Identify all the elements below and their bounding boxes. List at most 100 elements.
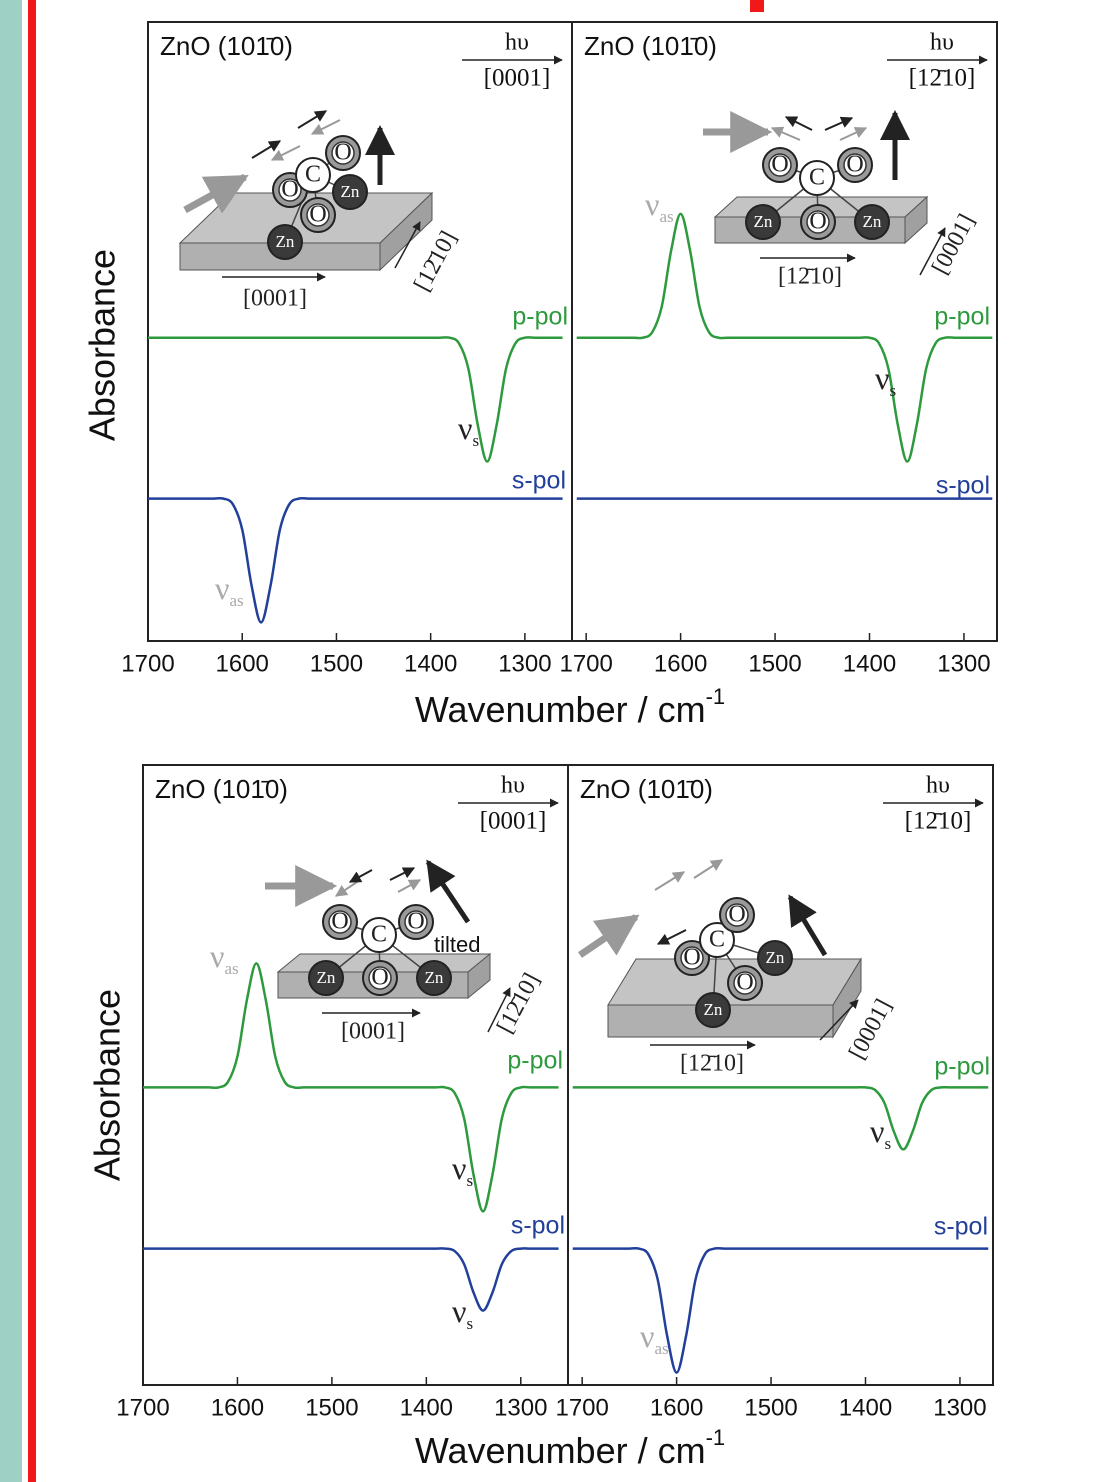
peak-subscript: as bbox=[224, 959, 238, 978]
schematic-arrow bbox=[656, 929, 687, 945]
atom-ring bbox=[331, 141, 355, 165]
legend-label: p-pol bbox=[934, 1053, 990, 1081]
atom-label: Zn bbox=[425, 968, 444, 987]
atom-label: C bbox=[305, 162, 321, 188]
atom-label: Zn bbox=[766, 948, 785, 967]
schematic-arrow bbox=[397, 879, 422, 893]
spectrum-line bbox=[147, 496, 563, 624]
side-bar bbox=[0, 0, 22, 1482]
atom-label: O bbox=[728, 902, 745, 928]
atom-label: C bbox=[709, 927, 725, 953]
peak-symbol: ν bbox=[458, 410, 472, 446]
plot-frame bbox=[567, 764, 994, 1386]
beam-direction: [12̄10] bbox=[905, 808, 972, 835]
direction-arrow bbox=[919, 227, 946, 276]
x-tick-label: 1600 bbox=[216, 650, 269, 677]
x-tick-label: 1500 bbox=[305, 1394, 358, 1421]
x-tick-label: 1500 bbox=[310, 650, 363, 677]
y-axis-title: Absorbance bbox=[87, 989, 128, 1181]
atom-label: O bbox=[371, 965, 388, 991]
peak-subscript: s bbox=[884, 1134, 891, 1153]
peak-label: νas bbox=[210, 938, 239, 978]
atom-label: Zn bbox=[276, 232, 295, 251]
peak-symbol: ν bbox=[640, 1318, 654, 1354]
x-tick-label: 1300 bbox=[494, 1394, 547, 1421]
direction-label: [12̄10] bbox=[409, 227, 462, 296]
y-axis-title: Absorbance bbox=[82, 249, 123, 441]
peak-subscript: s bbox=[466, 1314, 473, 1333]
peak-subscript: as bbox=[654, 1339, 668, 1358]
peak-label: νs bbox=[870, 1113, 891, 1153]
atom bbox=[267, 224, 303, 260]
atom bbox=[745, 204, 781, 240]
direction-arrow bbox=[487, 987, 511, 1033]
atom bbox=[799, 160, 835, 196]
x-tick-label: 1500 bbox=[748, 650, 801, 677]
x-tick-label: 1400 bbox=[404, 650, 457, 677]
atom-ring bbox=[368, 966, 392, 990]
x-tick-label: 1700 bbox=[121, 650, 174, 677]
spectrum-line bbox=[572, 1085, 989, 1151]
schematic-arrow bbox=[310, 119, 341, 135]
x-tick-label: 1300 bbox=[933, 1394, 986, 1421]
atom-label: Zn bbox=[863, 212, 882, 231]
x-tick-label: 1700 bbox=[116, 1394, 169, 1421]
atom-ring bbox=[306, 203, 330, 227]
atom-label: C bbox=[371, 922, 387, 948]
atom bbox=[699, 922, 735, 958]
schematic-arrow bbox=[297, 110, 328, 129]
beam-direction: [12̄10] bbox=[909, 65, 976, 92]
x-tick-label: 1600 bbox=[654, 650, 707, 677]
atom bbox=[757, 940, 793, 976]
peak-subscript: s bbox=[889, 381, 896, 400]
schematic-arrow bbox=[578, 914, 640, 958]
x-tick-label: 1600 bbox=[650, 1394, 703, 1421]
schematic-arrow bbox=[348, 869, 373, 883]
atom bbox=[361, 917, 397, 953]
peak-subscript: s bbox=[466, 1171, 473, 1190]
atom-ring bbox=[806, 210, 830, 234]
panel-title: ZnO (101̄0) bbox=[580, 774, 713, 804]
schematic-arrow bbox=[693, 859, 724, 879]
peak-symbol: ν bbox=[210, 938, 224, 974]
legend-label: p-pol bbox=[512, 303, 568, 331]
atom-ring bbox=[843, 153, 867, 177]
legend-label: s-pol bbox=[936, 472, 990, 500]
direction-label: [12̄10] bbox=[778, 264, 842, 290]
x-tick-label: 1300 bbox=[937, 650, 990, 677]
x-tick-label: 1600 bbox=[211, 1394, 264, 1421]
atom-ring bbox=[725, 903, 749, 927]
peak-subscript: as bbox=[659, 207, 673, 226]
beam-direction: [0001] bbox=[484, 65, 551, 92]
x-tick-label: 1300 bbox=[498, 650, 551, 677]
peak-label: νs bbox=[452, 1293, 473, 1333]
atom bbox=[416, 960, 452, 996]
plot-frame bbox=[142, 764, 569, 1386]
spectrum-line bbox=[147, 336, 563, 463]
atom bbox=[854, 204, 890, 240]
atom-ring bbox=[733, 971, 757, 995]
schematic-arrow bbox=[654, 871, 686, 891]
atom-label: C bbox=[809, 165, 825, 191]
x-tick-label: 1700 bbox=[555, 1394, 608, 1421]
slab-side bbox=[904, 195, 928, 245]
panel-title: ZnO (101̄0) bbox=[160, 31, 293, 61]
legend-label: s-pol bbox=[934, 1213, 988, 1241]
peak-symbol: ν bbox=[645, 186, 659, 222]
atom-label: O bbox=[846, 152, 863, 178]
schematic-arrow bbox=[824, 116, 854, 131]
atom-label: Zn bbox=[754, 212, 773, 231]
atom bbox=[332, 174, 368, 210]
schematic-arrow bbox=[787, 894, 828, 957]
atom bbox=[308, 960, 344, 996]
schematic-arrow bbox=[183, 173, 249, 214]
direction-label: [12̄10] bbox=[492, 969, 545, 1038]
legend-label: p-pol bbox=[934, 303, 990, 331]
spectrum-line bbox=[572, 1246, 989, 1374]
tilt-label: tilted bbox=[434, 932, 480, 957]
atom-label: O bbox=[809, 209, 826, 235]
schematic-arrow bbox=[389, 867, 416, 881]
plot-frame bbox=[571, 21, 998, 642]
panel-title: ZnO (101̄0) bbox=[584, 31, 717, 61]
spectrum-line bbox=[143, 1247, 559, 1312]
